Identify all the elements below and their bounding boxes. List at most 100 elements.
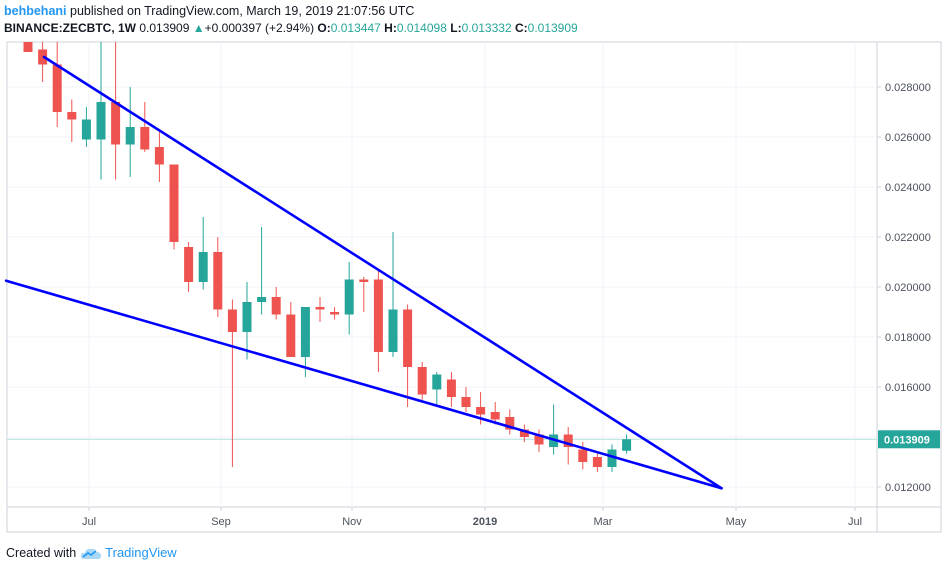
x-tick-label: May (726, 516, 747, 528)
trendlines[interactable] (4, 55, 723, 490)
candle (38, 42, 48, 82)
candle (154, 132, 164, 182)
candle (563, 427, 573, 465)
candle-body (198, 252, 208, 282)
symbol-info: BINANCE:ZECBTC, 1W 0.013909 ▲+0.000397 (… (4, 20, 578, 37)
candle-body (213, 252, 223, 310)
candle-body (592, 457, 602, 467)
candle (52, 42, 62, 127)
candle-body (154, 147, 164, 165)
candle (198, 217, 208, 290)
candle-body (286, 314, 296, 357)
candle-body (359, 279, 369, 282)
candle-body (169, 164, 179, 242)
created-with-text: Created with (6, 546, 77, 560)
candle (315, 297, 325, 322)
y-tick-label: 0.028000 (885, 82, 931, 94)
candle-body (242, 302, 252, 332)
candle-body (403, 309, 413, 367)
candle (403, 304, 413, 407)
candle-body (81, 119, 91, 140)
close-value: 0.013909 (527, 21, 578, 35)
candle (140, 102, 150, 152)
high-label: H: (384, 21, 397, 35)
candle-body (52, 64, 62, 112)
upper-trendline[interactable] (42, 55, 723, 490)
symbol-label: BINANCE:ZECBTC, 1W (4, 21, 136, 35)
tradingview-brand[interactable]: TradingView (105, 545, 177, 560)
y-tick-label: 0.026000 (885, 132, 931, 144)
candle (549, 404, 559, 455)
y-tick-label: 0.018000 (885, 332, 931, 344)
last-price: 0.013909 (139, 21, 190, 35)
candle (300, 307, 310, 377)
candle (169, 164, 179, 250)
candle-body (344, 279, 354, 315)
candle (359, 277, 369, 312)
candle (534, 429, 544, 452)
candle (505, 409, 515, 435)
x-tick-label: Mar (594, 516, 613, 528)
candle (242, 282, 252, 360)
candle-body (96, 102, 106, 140)
candle-body (607, 449, 617, 467)
grid (7, 42, 877, 507)
candle-body (505, 417, 515, 430)
candle-body (446, 379, 456, 397)
open-value: 0.013447 (330, 21, 381, 35)
last-price-badge-label: 0.013909 (884, 434, 930, 446)
candle-body (257, 297, 267, 302)
candle (592, 452, 602, 472)
candle (213, 237, 223, 317)
candle-body (476, 407, 486, 415)
candle-body (227, 309, 237, 332)
last-price-badge: 0.013909 (878, 430, 940, 449)
candle-body (534, 434, 544, 445)
y-tick-label: 0.022000 (885, 232, 931, 244)
open-label: O: (317, 21, 331, 35)
candle (227, 299, 237, 467)
author-link[interactable]: behbehani (4, 4, 67, 18)
footer: Created with TradingView (6, 545, 177, 561)
y-tick-label: 0.024000 (885, 182, 931, 194)
candle (96, 42, 106, 180)
candle (417, 362, 427, 402)
y-tick-label: 0.012000 (885, 482, 931, 494)
candles (23, 42, 632, 472)
candle-body (23, 42, 33, 52)
candle-body (38, 49, 48, 65)
price-change: +0.000397 (+2.94%) (204, 21, 315, 35)
candle (446, 372, 456, 407)
x-tick-label: Nov (342, 516, 362, 528)
candle-body (373, 279, 383, 352)
candle-body (271, 297, 281, 315)
chart-header: behbehani published on TradingView.com, … (4, 3, 578, 37)
candle-body (111, 102, 121, 145)
candle-body (125, 127, 135, 145)
candle-body (315, 307, 325, 310)
y-tick-label: 0.016000 (885, 382, 931, 394)
close-label: C: (514, 21, 528, 35)
candle (184, 242, 194, 292)
candle-body (563, 434, 573, 447)
x-tick-label: Sep (211, 516, 231, 528)
candle (622, 434, 632, 454)
publish-info: behbehani published on TradingView.com, … (4, 3, 578, 20)
candle-body (140, 127, 150, 150)
candle-body (622, 439, 632, 451)
high-value: 0.014098 (396, 21, 447, 35)
y-tick-label: 0.020000 (885, 282, 931, 294)
candle-body (461, 397, 471, 407)
low-label: L: (450, 21, 462, 35)
x-tick-label: Jul (82, 516, 96, 528)
candle (388, 232, 398, 357)
candle (125, 87, 135, 177)
candle (490, 402, 500, 425)
candle (519, 424, 529, 442)
candle-body (417, 367, 427, 395)
tradingview-cloud-icon (80, 548, 101, 559)
candle (578, 442, 588, 470)
time-axis[interactable]: Jul Sep Nov 2019 Mar May Jul (82, 507, 862, 528)
lower-trendline[interactable] (4, 279, 723, 490)
